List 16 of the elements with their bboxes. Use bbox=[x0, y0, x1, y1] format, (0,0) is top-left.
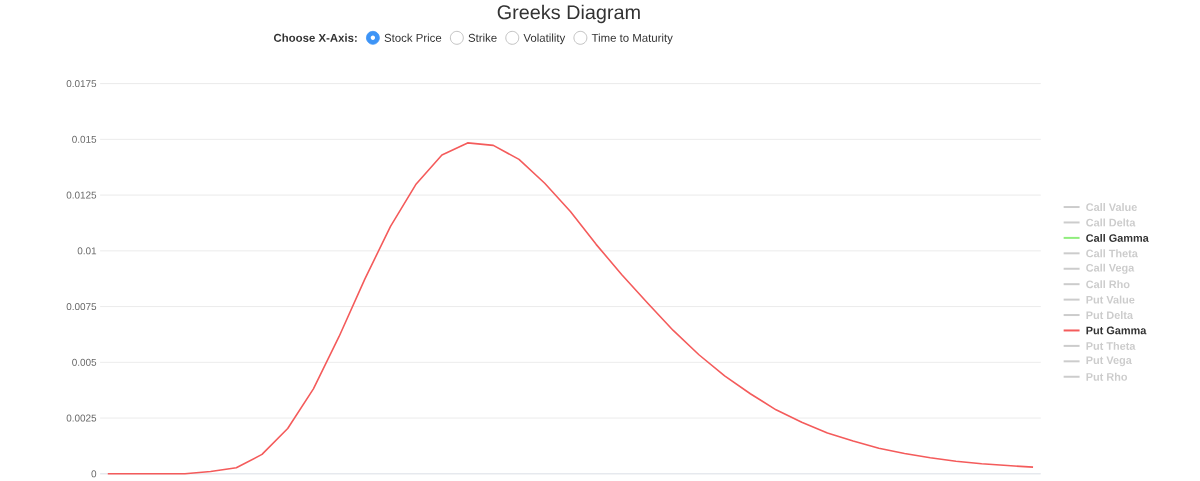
text: Strike bbox=[468, 33, 497, 43]
y-tick-label: 0.015 bbox=[72, 136, 97, 144]
y-tick-label: 0.0025 bbox=[66, 414, 97, 422]
text: Stock Price bbox=[384, 33, 442, 43]
chart-title: Greeks Diagram bbox=[497, 4, 640, 24]
text: Time to Maturity bbox=[591, 33, 673, 45]
text: Volatility bbox=[523, 33, 566, 45]
y-tick-label: 0.0175 bbox=[66, 80, 97, 88]
text: Choose X-Axis: bbox=[273, 33, 357, 43]
y-tick-label: 0 bbox=[91, 470, 97, 478]
y-tick-label: 0.005 bbox=[72, 359, 97, 367]
legend-label: Put Gamma bbox=[1086, 326, 1147, 335]
y-tick-label: 0.0075 bbox=[66, 303, 97, 311]
y-tick-label: 0.0125 bbox=[66, 191, 97, 199]
y-tick-label: 0.01 bbox=[77, 247, 97, 255]
legend-label: Call Gamma bbox=[1086, 234, 1149, 243]
